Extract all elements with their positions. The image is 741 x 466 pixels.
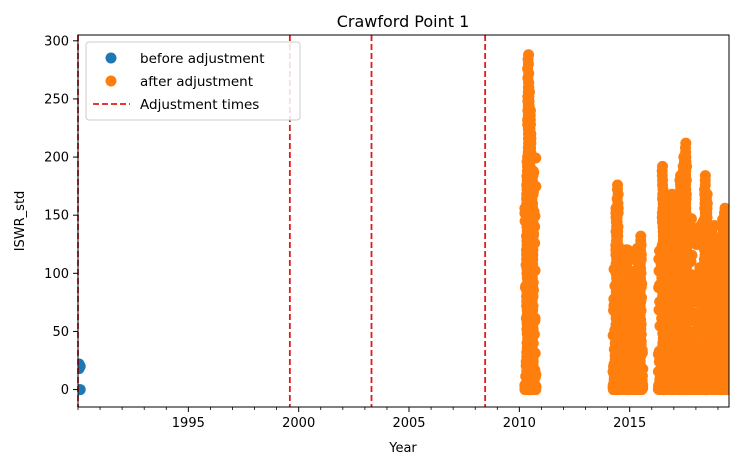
after-adjustment-point — [622, 244, 634, 256]
y-tick-label: 250 — [44, 92, 69, 107]
after-adjustment-point — [523, 77, 535, 89]
x-tick-label: 1995 — [172, 416, 205, 431]
chart-title: Crawford Point 1 — [337, 12, 470, 31]
x-axis: 1995 2000 2005 2010 2015 — [77, 407, 719, 431]
after-adjustment-point — [699, 170, 711, 182]
x-axis-label: Year — [388, 441, 417, 456]
after-adjustment-point — [701, 188, 713, 200]
y-tick-label: 300 — [44, 34, 69, 49]
after-adjustment-point — [722, 230, 729, 242]
after-adjustment-point — [524, 105, 536, 117]
legend-box — [85, 41, 301, 121]
y-tick-label: 200 — [44, 151, 69, 166]
after-adjustment-point — [610, 202, 622, 214]
after-adjustment-point — [635, 230, 647, 242]
after-adjustment-point — [680, 137, 692, 149]
legend-marker — [105, 75, 117, 87]
y-tick-label: 150 — [44, 209, 69, 224]
before-adjustment-point — [78, 384, 86, 396]
before-adjustment-point — [78, 363, 85, 375]
y-tick-label: 100 — [44, 267, 69, 282]
after-adjustment-point — [523, 49, 535, 61]
x-tick-label: 2005 — [392, 416, 425, 431]
plot-frame — [77, 34, 730, 408]
legend-marker — [105, 52, 117, 64]
legend-label: before adjustment — [140, 51, 265, 67]
after-adjustment-point — [527, 165, 539, 177]
after-adjustment-point — [522, 151, 534, 163]
legend-label: after adjustment — [140, 74, 253, 90]
legend-label: Adjustment times — [140, 97, 259, 113]
legend: before adjustment after adjustment Adjustm… — [85, 41, 301, 121]
y-axis: 0 50 100 150 200 250 300 — [44, 34, 78, 398]
after-adjustment-point — [657, 160, 669, 172]
plot-marks — [78, 49, 729, 396]
after-adjustment-point — [710, 235, 722, 247]
x-tick-label: 2010 — [503, 416, 536, 431]
x-tick-label: 2000 — [282, 416, 315, 431]
after-adjustment-point — [688, 356, 700, 368]
y-tick-label: 50 — [52, 325, 69, 340]
y-axis-label: ISWR_std — [13, 191, 28, 252]
after-adjustment-point — [719, 202, 729, 214]
after-adjustment-point — [666, 188, 678, 200]
y-tick-label: 0 — [61, 383, 69, 398]
x-tick-label: 2015 — [613, 416, 646, 431]
after-adjustment-point — [612, 179, 624, 191]
